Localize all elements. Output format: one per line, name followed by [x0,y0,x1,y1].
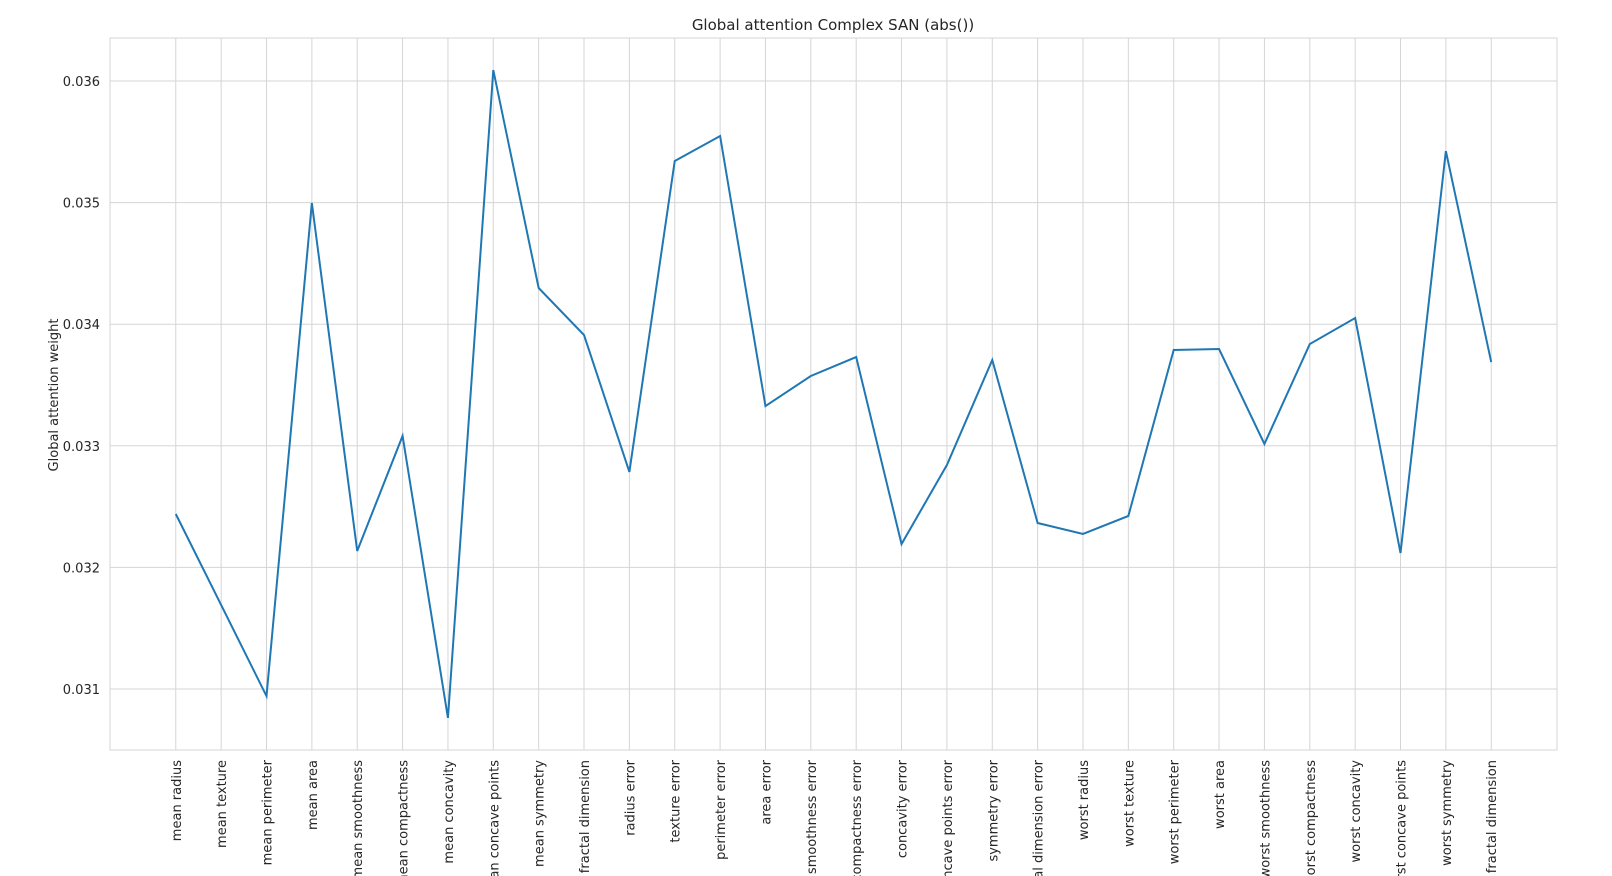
x-tick-label: mean area [306,760,321,830]
plot-frame [109,37,1558,751]
x-tick-label: worst texture [1122,760,1137,847]
x-tick-label: mean perimeter [260,759,275,865]
x-tick-label: mean texture [215,760,230,848]
y-axis-label: Global attention weight [47,319,62,472]
x-tick-label: radius error [623,759,638,835]
x-tick-label: fractal dimension error [1032,759,1047,876]
x-tick-label: worst perimeter [1168,759,1183,864]
x-tick-label: worst symmetry [1440,760,1455,866]
x-tick-label: worst smoothness [1258,760,1273,876]
x-tick-label: worst concavity [1349,760,1364,863]
x-tick-label: mean compactness [397,760,412,876]
chart-title: Global attention Complex SAN (abs()) [692,16,974,34]
x-tick-label: mean smoothness [351,760,366,876]
x-tick-label: mean radius [170,760,185,841]
x-tick-label: concave points error [941,759,956,876]
y-tick-label: 0.034 [63,318,100,333]
y-tick-label: 0.035 [63,197,100,212]
x-tick-label: mean symmetry [533,760,548,867]
x-tick-label: area error [759,759,774,824]
x-tick-label: compactness error [850,759,865,876]
x-tick-label: worst compactness [1304,760,1319,876]
x-tick-label: perimeter error [714,759,729,860]
x-tick-label: mean fractal dimension [578,760,593,876]
y-tick-label: 0.031 [63,683,100,698]
x-tick-label: mean concave points [487,760,502,876]
y-tick-label: 0.036 [63,75,100,90]
x-tick-label: worst radius [1077,760,1092,840]
x-tick-label: texture error [669,759,684,842]
x-tick-label: worst fractal dimension [1485,760,1500,876]
x-tick-label: smoothness error [805,759,820,874]
x-tick-label: concavity error [896,759,911,858]
x-tick-label: worst concave points [1395,760,1410,876]
line-series [174,69,1493,719]
x-tick-label: symmetry error [986,759,1001,861]
y-tick-label: 0.033 [63,440,100,455]
x-tick-label: mean concavity [442,760,457,864]
y-tick-label: 0.032 [63,561,100,576]
x-tick-label: worst area [1213,760,1228,829]
